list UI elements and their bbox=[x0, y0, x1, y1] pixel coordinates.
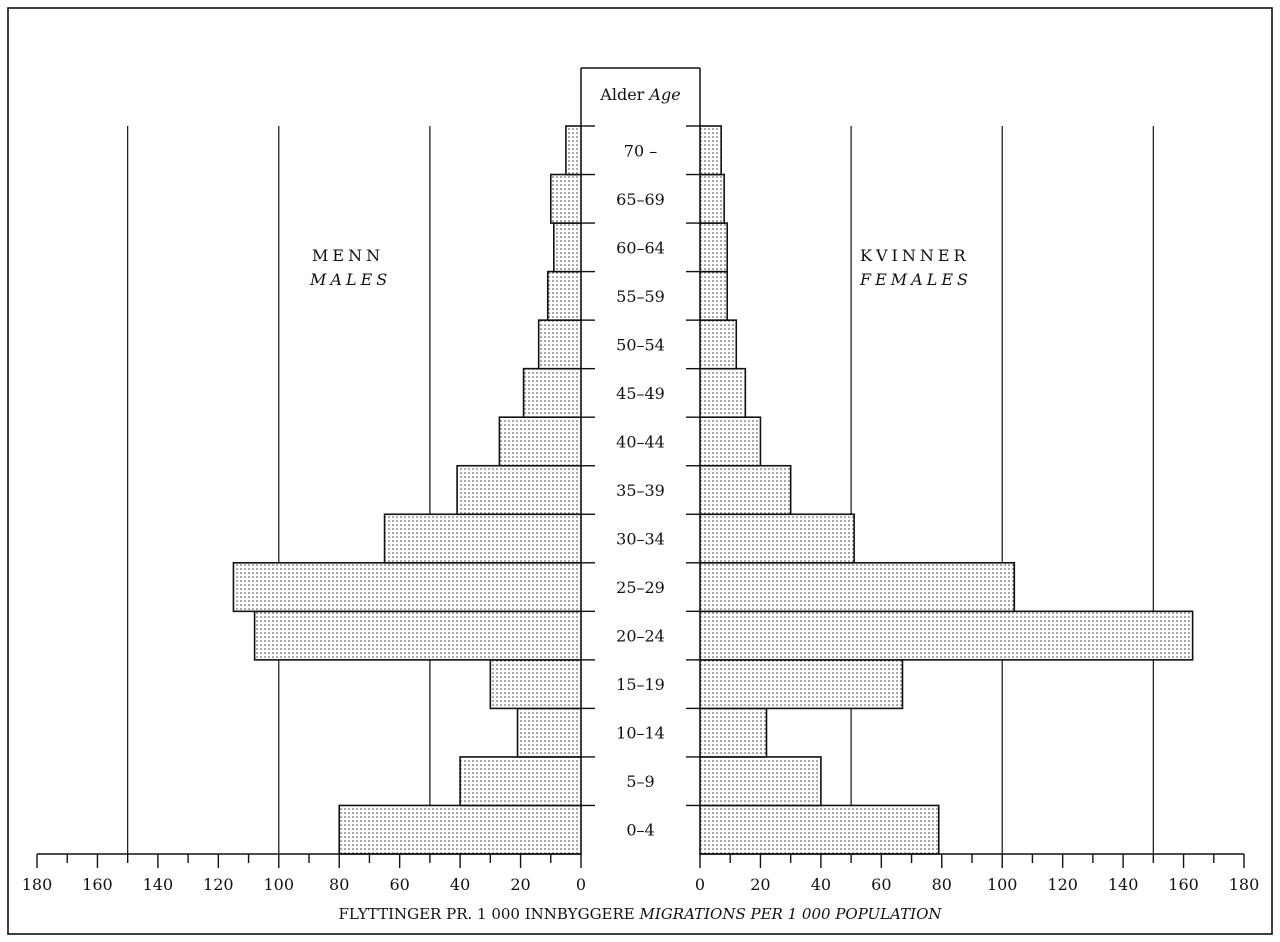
age-category-label: 30–34 bbox=[616, 530, 665, 549]
x-axis-title-en: MIGRATIONS PER 1 000 POPULATION bbox=[639, 905, 943, 923]
x-tick-label-left: 140 bbox=[143, 875, 174, 894]
age-category-label: 70 – bbox=[624, 141, 657, 160]
age-header: Alder Age bbox=[599, 85, 680, 104]
x-tick-label-right: 20 bbox=[750, 875, 770, 894]
x-tick-label-right: 0 bbox=[695, 875, 705, 894]
bar-female bbox=[699, 610, 1194, 661]
x-tick-label-right: 120 bbox=[1047, 875, 1078, 894]
x-tick-label-right: 180 bbox=[1229, 875, 1260, 894]
x-axis-group: 0 0 20 20 40 40 60 60 80 80 100 100 120 120 140 140 160 1… bbox=[22, 853, 1260, 894]
x-tick-label-left: 160 bbox=[82, 875, 113, 894]
x-tick-label-right: 140 bbox=[1108, 875, 1139, 894]
bar-male bbox=[546, 270, 582, 321]
bar-female bbox=[699, 222, 729, 273]
bar-female bbox=[699, 173, 725, 224]
age-header-no: Alder bbox=[599, 85, 644, 104]
age-category-label: 10–14 bbox=[616, 724, 665, 743]
age-category-label: 55–59 bbox=[616, 287, 665, 306]
bar-female bbox=[699, 416, 762, 467]
bar-male bbox=[338, 804, 582, 855]
x-axis-title-no: FLYTTINGER PR. 1 000 INNBYGGERE bbox=[338, 905, 634, 923]
bar-male bbox=[537, 319, 582, 370]
x-tick-label-left: 0 bbox=[576, 875, 586, 894]
age-category-label: 65–69 bbox=[616, 190, 665, 209]
bar-female bbox=[699, 367, 747, 418]
x-tick-label-left: 120 bbox=[203, 875, 234, 894]
x-tick-label-left: 40 bbox=[450, 875, 470, 894]
bar-male bbox=[549, 173, 582, 224]
male-label-en: MALES bbox=[309, 270, 391, 289]
x-tick-label-right: 80 bbox=[932, 875, 952, 894]
x-tick-label-left: 100 bbox=[264, 875, 295, 894]
age-labels-group: 0–4 5–9 10–14 15–19 20–24 25–29 30–34 35–39 40–4… bbox=[616, 141, 665, 839]
chart-frame bbox=[7, 7, 1273, 935]
bar-female bbox=[699, 270, 729, 321]
bar-male bbox=[253, 610, 582, 661]
age-category-label: 35–39 bbox=[616, 481, 665, 500]
bar-female bbox=[699, 707, 768, 758]
male-label-no: MENN bbox=[312, 246, 384, 265]
age-category-label: 45–49 bbox=[616, 384, 665, 403]
x-tick-label-right: 160 bbox=[1168, 875, 1199, 894]
bar-male bbox=[489, 659, 582, 710]
age-category-label: 0–4 bbox=[626, 821, 654, 840]
age-column: Alder Age bbox=[580, 67, 701, 126]
age-category-label: 5–9 bbox=[626, 772, 654, 791]
bar-female bbox=[699, 659, 904, 710]
bar-female bbox=[699, 561, 1016, 613]
bar-female bbox=[699, 464, 792, 516]
bar-male bbox=[516, 707, 582, 758]
bar-female bbox=[699, 513, 855, 564]
x-tick-label-right: 100 bbox=[987, 875, 1018, 894]
bar-male bbox=[522, 367, 582, 418]
bar-male bbox=[232, 561, 582, 613]
bar-male bbox=[459, 756, 582, 807]
age-category-label: 20–24 bbox=[616, 627, 665, 646]
bar-male bbox=[456, 464, 582, 516]
age-category-label: 40–44 bbox=[616, 432, 665, 451]
x-tick-label-right: 60 bbox=[871, 875, 891, 894]
gridlines-group bbox=[127, 126, 1154, 854]
bars-group bbox=[232, 125, 1194, 855]
female-label-en: FEMALES bbox=[859, 270, 972, 289]
x-tick-label-left: 180 bbox=[22, 875, 53, 894]
bar-male bbox=[565, 125, 582, 176]
x-tick-label-left: 20 bbox=[510, 875, 530, 894]
age-header-en: Age bbox=[647, 85, 680, 104]
x-tick-label-left: 60 bbox=[389, 875, 409, 894]
age-category-label: 60–64 bbox=[616, 238, 665, 257]
age-category-label: 15–19 bbox=[616, 675, 665, 694]
female-label-no: KVINNER bbox=[860, 246, 970, 265]
bar-female bbox=[699, 756, 822, 807]
bar-male bbox=[383, 513, 582, 564]
age-category-label: 25–29 bbox=[616, 578, 665, 597]
x-tick-label-right: 40 bbox=[811, 875, 831, 894]
bar-male bbox=[498, 416, 582, 467]
bar-male bbox=[552, 222, 582, 273]
x-tick-label-left: 80 bbox=[329, 875, 349, 894]
bar-female bbox=[699, 804, 940, 855]
x-axis-title: FLYTTINGER PR. 1 000 INNBYGGERE MIGRATIO… bbox=[338, 905, 942, 923]
bar-female bbox=[699, 319, 738, 370]
bar-female bbox=[699, 125, 722, 176]
age-category-label: 50–54 bbox=[616, 335, 665, 354]
